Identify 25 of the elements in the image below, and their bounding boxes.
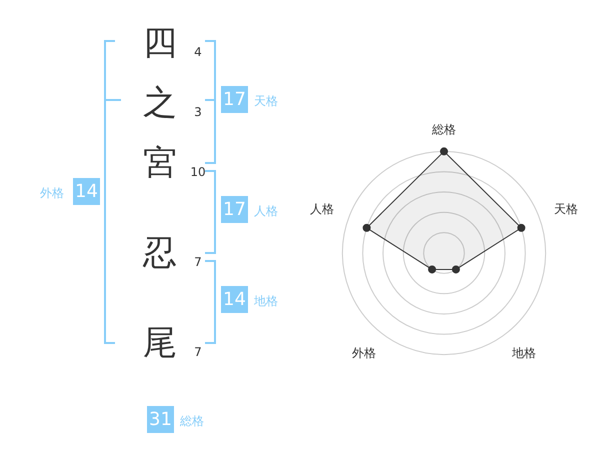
- text: 10: [189, 165, 207, 179]
- text: 人格: [254, 203, 278, 220]
- text: 14: [221, 286, 248, 313]
- text: 14: [73, 178, 100, 205]
- text: 3: [193, 105, 203, 119]
- text: 17: [221, 86, 248, 113]
- text: 尾: [142, 323, 178, 363]
- text: 7: [193, 255, 203, 269]
- spoke-label: 外格: [352, 346, 376, 360]
- text: 天格: [254, 93, 278, 110]
- spoke-label: 天格: [554, 202, 578, 216]
- spoke-label: 総格: [431, 122, 456, 136]
- text: 宮: [142, 143, 178, 183]
- spoke-label: 地格: [510, 346, 536, 360]
- text: 17: [221, 196, 248, 223]
- text: 7: [193, 345, 203, 359]
- spoke-label: 人格: [310, 202, 334, 216]
- text: 之: [142, 83, 178, 123]
- text: 総格: [180, 413, 204, 430]
- text: 忍: [142, 233, 178, 273]
- text: 外格: [40, 185, 64, 202]
- text: 4: [193, 45, 203, 59]
- text: 31: [147, 406, 174, 433]
- text: 地格: [254, 293, 278, 310]
- text: 四: [142, 23, 178, 63]
